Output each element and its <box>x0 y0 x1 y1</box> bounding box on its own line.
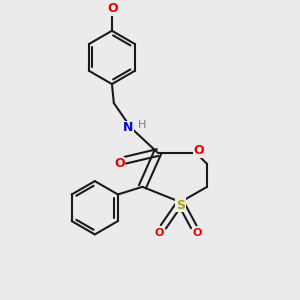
Text: O: O <box>107 2 118 15</box>
Text: N: N <box>123 121 133 134</box>
Text: O: O <box>114 158 125 170</box>
Text: H: H <box>137 120 146 130</box>
Text: O: O <box>155 227 164 238</box>
Text: O: O <box>194 144 204 157</box>
Text: S: S <box>176 199 185 212</box>
Text: O: O <box>193 227 202 238</box>
